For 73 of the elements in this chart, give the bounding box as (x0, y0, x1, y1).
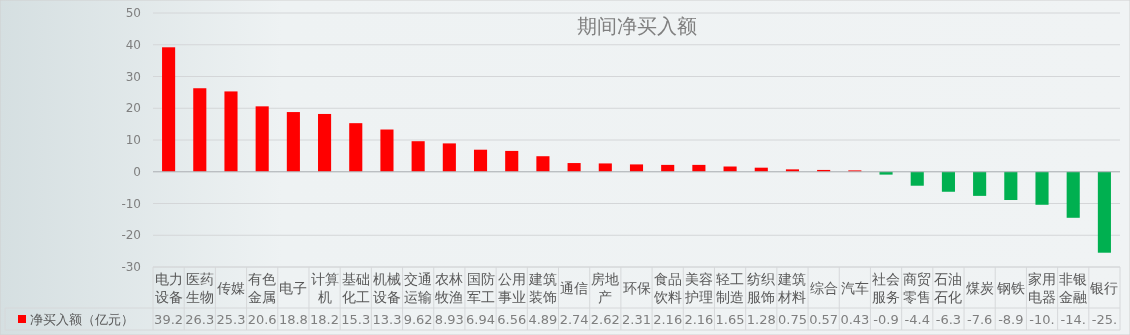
x-tick-label: 钢铁 (995, 279, 1025, 296)
data-label: -0.9 (873, 312, 899, 327)
data-label: 18.2 (310, 312, 340, 327)
y-tick-label: 30 (125, 69, 141, 84)
x-tick-label: 家用电器 (1028, 270, 1057, 305)
y-tick-label: -20 (121, 228, 141, 243)
data-label: 15.3 (341, 312, 371, 327)
x-tick-label: 食品饮料 (652, 270, 682, 305)
x-tick-label: 煤炭 (965, 279, 994, 296)
x-tick-label: 机械设备 (372, 270, 401, 305)
x-tick-label: 美容护理 (683, 270, 713, 305)
data-label: 2.16 (684, 312, 714, 327)
data-label: 6.94 (466, 312, 496, 327)
x-tick-label: 房地产 (591, 270, 620, 305)
x-tick-label: 电子 (279, 279, 308, 296)
x-tick-label: 纺织服饰 (747, 270, 776, 305)
data-label: 2.74 (559, 312, 589, 327)
x-tick-label: 银行 (1089, 279, 1119, 296)
y-tick-label: -30 (121, 260, 141, 274)
x-tick-label: 通信 (560, 279, 589, 296)
data-label: -4.4 (904, 312, 930, 327)
data-label: 2.62 (590, 312, 620, 327)
data-label: -10. (1029, 312, 1055, 327)
x-tick-label: 环保 (622, 279, 651, 296)
x-tick-label: 公用事业 (497, 270, 526, 305)
data-label: -8.9 (998, 312, 1024, 327)
x-tick-label: 综合 (809, 279, 838, 296)
x-tick-label: 社会服务 (872, 270, 901, 305)
y-tick-label: 10 (125, 133, 141, 147)
data-label: 1.65 (715, 312, 745, 327)
y-tick-label: 40 (125, 37, 141, 52)
x-tick-label: 石油石化 (934, 270, 963, 305)
x-tick-label: 建筑材料 (777, 270, 807, 305)
x-tick-label: 国防军工 (466, 270, 495, 305)
data-label: 0.43 (840, 312, 870, 327)
x-tick-label: 计算机 (310, 270, 339, 305)
data-label: 6.56 (497, 312, 527, 327)
data-label: 13.3 (372, 312, 402, 327)
data-label: 2.31 (622, 312, 651, 327)
x-tick-label: 汽车 (840, 279, 869, 296)
x-tick-label: 轻工制造 (716, 270, 745, 305)
data-label: -14. (1060, 312, 1086, 327)
y-tick-label: 0 (133, 164, 141, 179)
x-tick-label: 交通运输 (404, 270, 433, 305)
data-label: 25.3 (216, 312, 246, 327)
data-label: 39.2 (154, 312, 184, 327)
x-tick-label: 商贸零售 (903, 270, 932, 305)
x-tick-label: 电力设备 (154, 270, 183, 305)
data-label: 4.89 (528, 312, 558, 327)
x-tick-label: 有色金属 (248, 270, 277, 305)
data-label: 20.6 (247, 312, 277, 327)
data-label: 1.28 (746, 312, 776, 327)
data-label: 2.16 (653, 312, 683, 327)
data-label: -25. (1091, 312, 1118, 327)
data-label: 9.62 (403, 312, 433, 327)
data-label: 18.8 (278, 312, 308, 327)
y-tick-label: 50 (125, 6, 141, 20)
x-tick-label: 医药生物 (185, 270, 214, 305)
chart-title: 期间净买入额 (576, 14, 697, 38)
y-tick-label: -10 (121, 196, 141, 211)
data-label: -6.3 (935, 312, 962, 327)
x-tick-label: 传媒 (216, 279, 245, 296)
data-label: 26.3 (185, 312, 215, 327)
x-tick-label: 农林牧渔 (435, 270, 464, 305)
data-label: -7.6 (966, 312, 993, 327)
x-tick-label: 建筑装饰 (527, 270, 557, 305)
legend-label: 净买入额（亿元） (30, 312, 134, 327)
x-tick-label: 基础化工 (341, 270, 370, 305)
x-tick-label: 非银金融 (1059, 270, 1088, 305)
data-label: 0.57 (809, 312, 839, 327)
data-label: 0.75 (777, 312, 807, 327)
data-label: 8.93 (434, 312, 464, 327)
y-tick-label: 20 (125, 101, 141, 116)
